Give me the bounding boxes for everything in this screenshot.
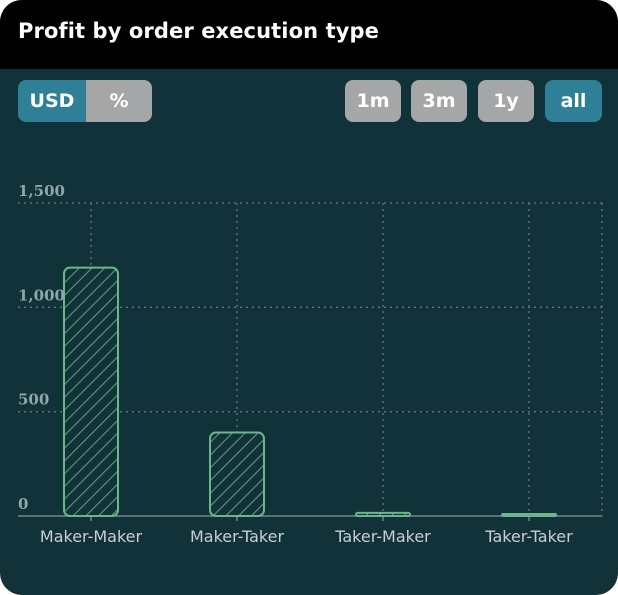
bar-taker-taker[interactable] bbox=[501, 513, 557, 517]
y-tick-label: 0 bbox=[18, 495, 28, 513]
usd-toggle-button[interactable]: USD bbox=[18, 80, 86, 122]
x-tick-label: Taker-Maker bbox=[334, 527, 431, 546]
bar-maker-taker[interactable] bbox=[209, 431, 265, 517]
card-header: Profit by order execution type bbox=[0, 0, 618, 69]
x-tick-label: Maker-Maker bbox=[40, 527, 143, 546]
range-1y-button[interactable]: 1y bbox=[478, 80, 534, 122]
percent-toggle-button[interactable]: % bbox=[86, 80, 152, 122]
bar-chart: 0 500 1,000 1,500 Maker-Maker Maker-Taker Take… bbox=[18, 182, 603, 546]
chart-title: Profit by order execution type bbox=[18, 19, 379, 43]
y-tick-label: 1,000 bbox=[18, 286, 65, 304]
range-3m-button[interactable]: 3m bbox=[411, 80, 467, 122]
bar-maker-maker[interactable] bbox=[63, 266, 119, 517]
range-all-button[interactable]: all bbox=[545, 80, 602, 122]
y-tick-label: 1,500 bbox=[18, 182, 65, 200]
range-1m-button[interactable]: 1m bbox=[345, 80, 401, 122]
x-tick-label: Taker-Taker bbox=[484, 527, 573, 546]
x-tick-label: Maker-Taker bbox=[190, 527, 284, 546]
y-tick-label: 500 bbox=[18, 391, 49, 409]
bar-taker-maker[interactable] bbox=[355, 511, 411, 517]
